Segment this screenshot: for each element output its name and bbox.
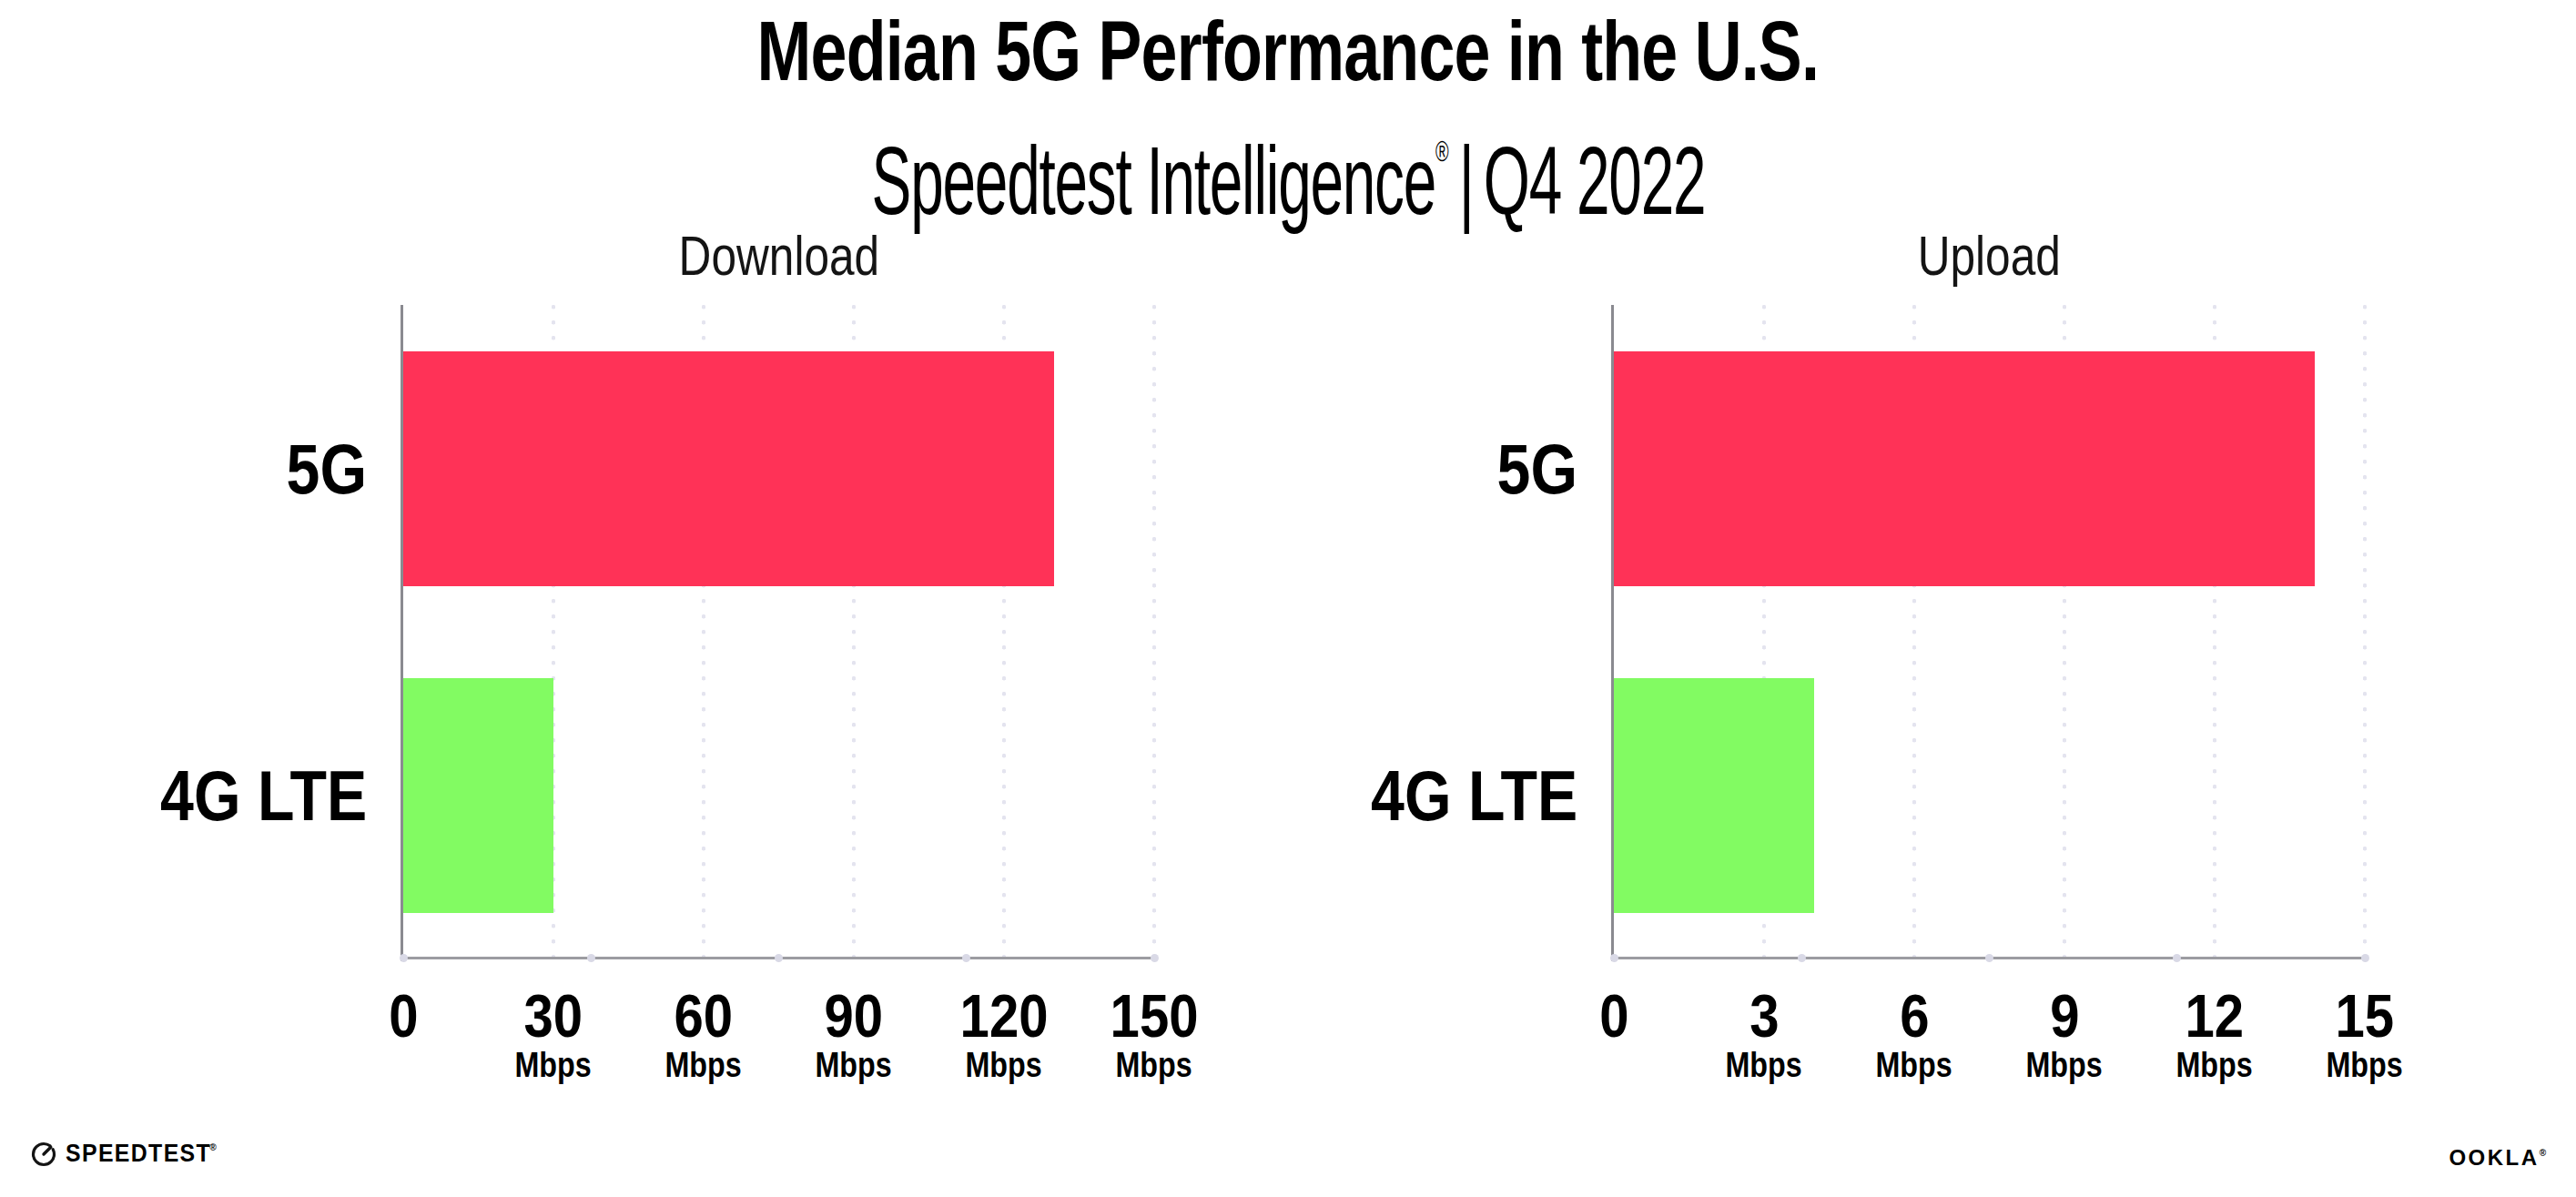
x-tick-label: 15 (2283, 986, 2447, 1046)
panel-title: Download (403, 228, 1154, 284)
category-label-4g-lte: 4G LTE (1031, 760, 1577, 831)
bar-5g (1614, 351, 2315, 586)
bar-4g-lte (403, 678, 553, 913)
category-label-text: 5G (1497, 433, 1577, 504)
x-tick-unit: Mbps (1832, 1048, 1996, 1082)
axis-tick-dot (1985, 954, 1993, 962)
page-title-text: Median 5G Performance in the U.S. (757, 9, 1820, 93)
chart-canvas: Median 5G Performance in the U.S. Speedt… (0, 0, 2576, 1197)
y-axis-line (401, 305, 403, 961)
speedtest-wordmark: SPEEDTEST® (66, 1140, 218, 1168)
axis-tick-dot (1610, 954, 1618, 962)
speedtest-registered-icon: ® (209, 1141, 218, 1152)
page-subtitle: Speedtest Intelligence®|Q4 2022 (0, 102, 2576, 229)
x-tick-unit-text: Mbps (2327, 1048, 2403, 1082)
x-tick-label: 30 (472, 986, 635, 1046)
subtitle-separator: | (1448, 127, 1483, 234)
x-tick-unit: Mbps (922, 1048, 1086, 1082)
x-tick-value: 30 (524, 986, 583, 1046)
category-label-text: 4G LTE (1371, 760, 1577, 831)
bar-4g-lte (1614, 678, 1814, 913)
x-tick-unit: Mbps (2133, 1048, 2297, 1082)
x-tick-unit: Mbps (1682, 1048, 1846, 1082)
x-tick-value: 0 (389, 986, 418, 1046)
x-tick-unit-text: Mbps (1116, 1048, 1192, 1082)
gridline (2363, 305, 2367, 959)
axis-tick-dot (775, 954, 783, 962)
page-title: Median 5G Performance in the U.S. (0, 9, 2576, 93)
axis-tick-dot (1151, 954, 1159, 962)
x-tick-label: 90 (772, 986, 936, 1046)
category-label-5g: 5G (0, 433, 367, 504)
subtitle-period: Q4 2022 (1483, 127, 1704, 234)
x-tick-unit-text: Mbps (2176, 1048, 2253, 1082)
axis-tick-dot (2173, 954, 2181, 962)
x-tick-unit: Mbps (772, 1048, 936, 1082)
gridline (1152, 305, 1156, 959)
page-subtitle-text: Speedtest Intelligence®|Q4 2022 (871, 102, 1705, 229)
x-tick-value: 15 (2336, 986, 2395, 1046)
x-tick-value: 0 (1599, 986, 1628, 1046)
x-tick-unit-text: Mbps (515, 1048, 592, 1082)
axis-tick-dot (400, 954, 408, 962)
x-tick-unit-text: Mbps (966, 1048, 1042, 1082)
x-tick-value: 3 (1749, 986, 1779, 1046)
category-label-4g-lte: 4G LTE (0, 760, 367, 831)
registered-trademark-icon: ® (1435, 135, 1449, 167)
category-label-text: 4G LTE (160, 760, 367, 831)
x-tick-unit-text: Mbps (2026, 1048, 2103, 1082)
x-tick-label: 150 (1072, 986, 1236, 1046)
ookla-registered-icon: ® (2540, 1148, 2546, 1158)
x-tick-label: 0 (1532, 986, 1696, 1046)
x-tick-value: 12 (2186, 986, 2245, 1046)
ookla-label: OOKLA (2449, 1145, 2539, 1170)
axis-tick-dot (587, 954, 595, 962)
x-tick-unit: Mbps (1983, 1048, 2146, 1082)
speedtest-gauge-icon (30, 1141, 57, 1168)
x-tick-value: 90 (825, 986, 884, 1046)
axis-tick-dot (2361, 954, 2369, 962)
x-tick-unit: Mbps (1072, 1048, 1236, 1082)
x-tick-unit-text: Mbps (1876, 1048, 1952, 1082)
panel-title-text: Download (678, 228, 879, 284)
x-tick-label: 120 (922, 986, 1086, 1046)
x-tick-value: 120 (960, 986, 1049, 1046)
x-tick-unit-text: Mbps (816, 1048, 892, 1082)
bar-5g (403, 351, 1054, 586)
speedtest-logo: SPEEDTEST® (30, 1140, 231, 1168)
x-tick-label: 9 (1983, 986, 2146, 1046)
x-tick-value: 9 (2050, 986, 2079, 1046)
x-tick-unit-text: Mbps (665, 1048, 742, 1082)
x-tick-unit-text: Mbps (1726, 1048, 1802, 1082)
panel-title: Upload (1614, 228, 2365, 284)
x-tick-label: 6 (1832, 986, 1996, 1046)
category-label-5g: 5G (1031, 433, 1577, 504)
x-tick-value: 150 (1111, 986, 1199, 1046)
x-tick-unit: Mbps (2283, 1048, 2447, 1082)
axis-tick-dot (962, 954, 970, 962)
x-tick-value: 6 (1900, 986, 1929, 1046)
x-tick-label: 0 (321, 986, 485, 1046)
speedtest-label: SPEEDTEST (66, 1140, 211, 1167)
y-axis-line (1611, 305, 1614, 961)
x-tick-label: 12 (2133, 986, 2297, 1046)
axis-tick-dot (1798, 954, 1806, 962)
ookla-logo: OOKLA® (2449, 1145, 2546, 1171)
subtitle-product: Speedtest Intelligence (871, 127, 1435, 234)
x-tick-value: 60 (674, 986, 734, 1046)
category-label-text: 5G (287, 433, 367, 504)
panel-title-text: Upload (1918, 228, 2061, 284)
x-tick-label: 3 (1682, 986, 1846, 1046)
x-tick-unit: Mbps (472, 1048, 635, 1082)
x-tick-label: 60 (622, 986, 786, 1046)
x-tick-unit: Mbps (622, 1048, 786, 1082)
